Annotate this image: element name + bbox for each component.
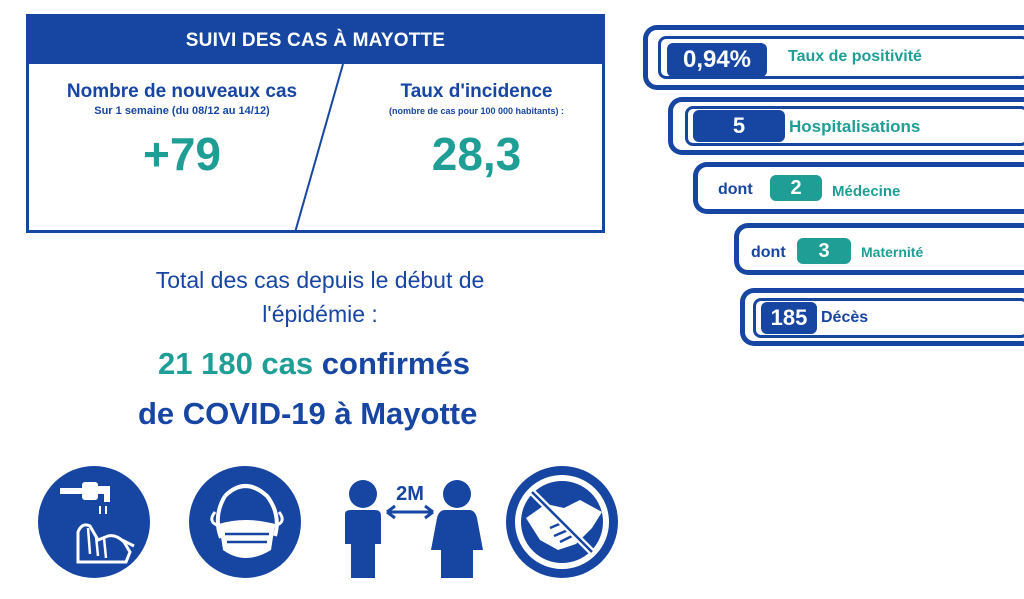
incidence-title: Taux d'incidence bbox=[400, 81, 553, 102]
stat-hospitalisations-value: 5 bbox=[693, 110, 785, 142]
stat-deces-label: Décès bbox=[821, 309, 869, 326]
new-cases-section: Nombre de nouveaux cas Sur 1 semaine (du… bbox=[37, 81, 327, 181]
distance-label: 2M bbox=[396, 483, 424, 505]
hand-washing-icon bbox=[38, 466, 150, 578]
incidence-value: 28,3 bbox=[431, 128, 522, 180]
incidence-section: Taux d'incidence (nombre de cas pour 100… bbox=[349, 81, 602, 181]
incidence-subtitle: (nombre de cas pour 100 000 habitants) : bbox=[388, 106, 565, 116]
stat-positivity: 0,94% Taux de positivité bbox=[643, 25, 1024, 90]
stat-hospitalisations: 5 Hospitalisations bbox=[668, 97, 1024, 155]
social-distance-icon: 2M bbox=[345, 480, 483, 578]
stat-deces-value: 185 bbox=[761, 302, 817, 334]
new-cases-subtitle: Sur 1 semaine (du 08/12 au 14/12) bbox=[94, 105, 270, 117]
card-title: SUIVI DES CAS À MAYOTTE bbox=[29, 17, 602, 64]
stat-positivity-value: 0,94% bbox=[667, 43, 767, 77]
total-confirmed-word: confirmés bbox=[321, 346, 470, 381]
stat-hospitalisations-label: Hospitalisations bbox=[789, 117, 921, 136]
stat-deces: 185 Décès bbox=[740, 288, 1024, 346]
stat-medecine-label: Médecine bbox=[832, 183, 901, 200]
total-headline-2: de COVID-19 à Mayotte bbox=[138, 396, 478, 431]
stat-positivity-label: Taux de positivité bbox=[788, 48, 922, 65]
new-cases-title: Nombre de nouveaux cas bbox=[66, 81, 298, 102]
stat-maternite: dont 3 Maternité bbox=[734, 223, 1024, 275]
total-headline-1: 21 180 cas confirmés bbox=[158, 344, 470, 384]
stat-maternite-label: Maternité bbox=[861, 244, 924, 260]
new-cases-value: +79 bbox=[142, 128, 222, 180]
face-mask-icon bbox=[189, 466, 301, 578]
total-line-1: Total des cas depuis le début de bbox=[155, 267, 485, 293]
stat-medecine-value: 2 bbox=[770, 175, 822, 201]
total-count: 21 180 cas bbox=[158, 346, 314, 381]
no-handshake-icon bbox=[506, 466, 618, 578]
total-line-2: l'épidémie : bbox=[262, 301, 378, 327]
stat-medecine-prefix: dont bbox=[718, 181, 753, 198]
stat-medecine: dont 2 Médecine bbox=[693, 162, 1024, 214]
cases-card: SUIVI DES CAS À MAYOTTE Nombre de nouvea… bbox=[26, 14, 605, 233]
stat-maternite-value: 3 bbox=[797, 238, 851, 264]
stat-maternite-prefix: dont bbox=[751, 244, 786, 261]
